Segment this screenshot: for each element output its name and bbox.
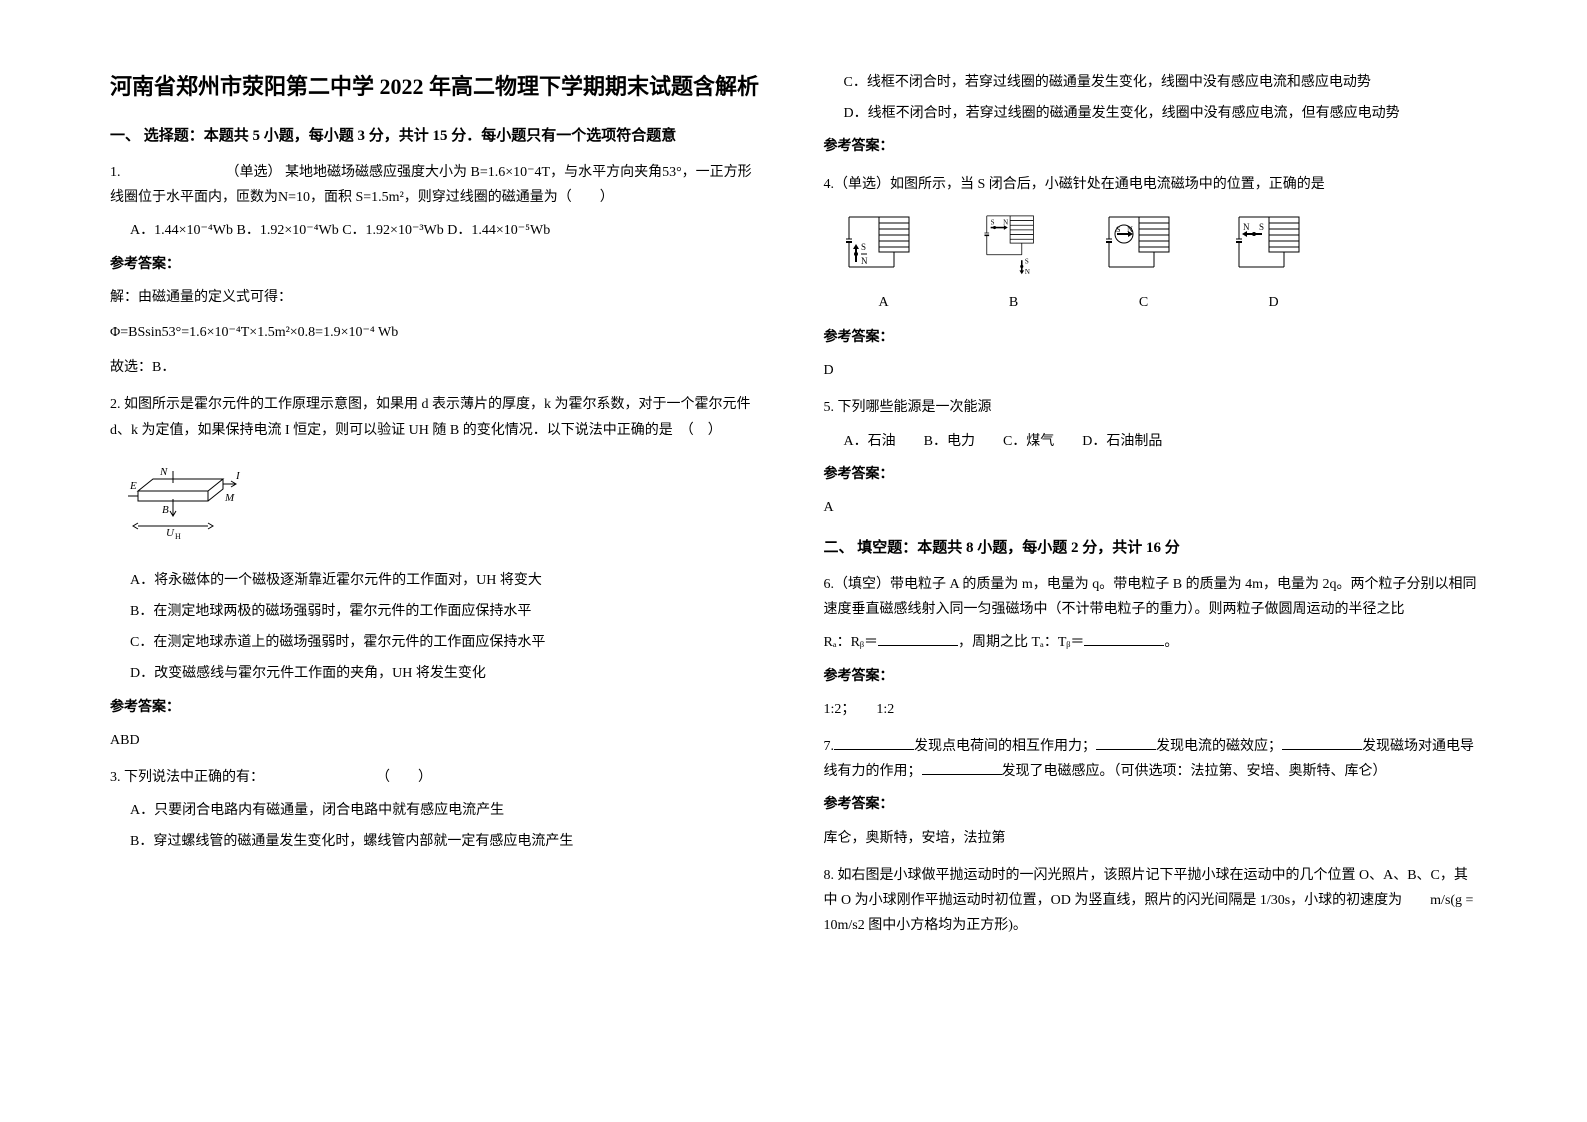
blank-field[interactable] (834, 734, 914, 750)
q7-p1: 7. (824, 739, 835, 754)
q4-figure: S N A (844, 212, 1478, 315)
q2-optD: D．改变磁感线与霍尔元件工作面的夹角，UH 将发生变化 (130, 661, 764, 686)
svg-text:N: N (1243, 222, 1250, 232)
q3-answer-label: 参考答案： (824, 134, 1478, 159)
svg-text:S: S (1259, 222, 1264, 232)
question-6: 6.（填空）带电粒子 A 的质量为 m，电量为 q。带电粒子 B 的质量为 4m… (824, 572, 1478, 722)
q6-answer: 1:2； 1:2 (824, 697, 1478, 722)
blank-field[interactable] (1282, 734, 1362, 750)
left-column: 河南省郑州市荥阳第二中学 2022 年高二物理下学期期末试题含解析 一、 选择题… (80, 70, 794, 1052)
compass-a-label: A (878, 290, 888, 315)
svg-text:U: U (166, 527, 175, 539)
q6-mid: ，周期之比 Tₐ：Tᵦ＝ (958, 635, 1084, 650)
q1-note: （单选） (226, 165, 282, 180)
question-2: 2. 如图所示是霍尔元件的工作原理示意图，如果用 d 表示薄片的厚度，k 为霍尔… (110, 392, 764, 753)
q3-options: A．只要闭合电路内有磁通量，闭合电路中就有感应电流产生 B．穿过螺线管的磁通量发… (110, 798, 764, 854)
q5-answer: A (824, 495, 1478, 520)
q4-answer-label: 参考答案： (824, 325, 1478, 350)
q3-optC: C．线框不闭合时，若穿过线圈的磁通量发生变化，线圈中没有感应电流和感应电动势 (844, 70, 1478, 95)
right-column: C．线框不闭合时，若穿过线圈的磁通量发生变化，线圈中没有感应电流和感应电动势 D… (794, 70, 1508, 1052)
q2-optA: A．将永磁体的一个磁极逐渐靠近霍尔元件的工作面对，UH 将变大 (130, 568, 764, 593)
svg-text:I: I (235, 470, 241, 482)
compass-a: S N A (844, 212, 924, 315)
q3-text: 3. 下列说法中正确的有： （ ） (110, 765, 764, 790)
compass-c-svg: S N (1104, 212, 1184, 282)
q6-answer-label: 参考答案： (824, 664, 1478, 689)
q7-p5: 发现了电磁感应。（可供选项：法拉第、安培、奥斯特、库仑） (1002, 764, 1387, 779)
svg-text:H: H (175, 532, 181, 541)
blank-field[interactable] (1096, 734, 1156, 750)
compass-d-svg: N S (1234, 212, 1314, 282)
page-title: 河南省郑州市荥阳第二中学 2022 年高二物理下学期期末试题含解析 (110, 70, 764, 103)
q2-figure: E N M I B U H (110, 453, 764, 558)
q1-body: 某地地磁场磁感应强度大小为 B=1.6×10⁻4T，与水平方向夹角53°，一正方… (110, 165, 752, 205)
svg-text:N: N (1003, 218, 1008, 226)
svg-text:S: S (1116, 225, 1120, 234)
question-8: 8. 如右图是小球做平抛运动时的一闪光照片，该照片记下平抛小球在运动中的几个位置… (824, 863, 1478, 939)
question-3-cont: C．线框不闭合时，若穿过线圈的磁通量发生变化，线圈中没有感应电流和感应电动势 D… (824, 70, 1478, 160)
q3-optD: D．线框不闭合时，若穿过线圈的磁通量发生变化，线圈中没有感应电流，但有感应电动势 (844, 101, 1478, 126)
question-1: 1. （单选） 某地地磁场磁感应强度大小为 B=1.6×10⁻4T，与水平方向夹… (110, 160, 764, 380)
svg-text:S: S (990, 218, 994, 226)
q1-text: 1. （单选） 某地地磁场磁感应强度大小为 B=1.6×10⁻4T，与水平方向夹… (110, 160, 764, 210)
compass-c: S N C (1104, 212, 1184, 315)
q7-answer-label: 参考答案： (824, 792, 1478, 817)
q6-text: 6.（填空）带电粒子 A 的质量为 m，电量为 q。带电粒子 B 的质量为 4m… (824, 572, 1478, 622)
compass-b-svg: S N S N (974, 212, 1054, 282)
q3-optB: B．穿过螺线管的磁通量发生变化时，螺线管内部就一定有感应电流产生 (130, 829, 764, 854)
svg-text:S: S (861, 242, 866, 252)
q2-answer: ABD (110, 728, 764, 753)
hall-diagram-svg: E N M I B U H (118, 461, 248, 541)
q7-p3: 发现电流的磁效应； (1156, 739, 1282, 754)
q5-text: 5. 下列哪些能源是一次能源 (824, 395, 1478, 420)
q3-options-cont: C．线框不闭合时，若穿过线圈的磁通量发生变化，线圈中没有感应电流和感应电动势 D… (824, 70, 1478, 126)
svg-text:B: B (162, 504, 169, 516)
q7-text: 7.发现点电荷间的相互作用力；发现电流的磁效应；发现磁场对通电导线有力的作用；发… (824, 734, 1478, 784)
compass-d: N S D (1234, 212, 1314, 315)
svg-text:N: N (861, 256, 868, 266)
q1-answer-label: 参考答案： (110, 252, 764, 277)
svg-text:N: N (1024, 268, 1029, 276)
svg-text:N: N (159, 466, 168, 478)
q1-sol2: Φ=BSsin53°=1.6×10⁻⁴T×1.5m²×0.8=1.9×10⁻⁴ … (110, 320, 764, 345)
question-7: 7.发现点电荷间的相互作用力；发现电流的磁效应；发现磁场对通电导线有力的作用；发… (824, 734, 1478, 851)
q7-answer: 库仑，奥斯特，安培，法拉第 (824, 826, 1478, 851)
q8-text: 8. 如右图是小球做平抛运动时的一闪光照片，该照片记下平抛小球在运动中的几个位置… (824, 863, 1478, 939)
compass-b-label: B (1009, 290, 1018, 315)
blank-field[interactable] (922, 759, 1002, 775)
q4-answer: D (824, 358, 1478, 383)
compass-a-svg: S N (844, 212, 924, 282)
q2-answer-label: 参考答案： (110, 695, 764, 720)
q2-text: 2. 如图所示是霍尔元件的工作原理示意图，如果用 d 表示薄片的厚度，k 为霍尔… (110, 392, 764, 442)
compass-c-label: C (1139, 290, 1148, 315)
q1-prefix: 1. (110, 165, 121, 180)
q7-p2: 发现点电荷间的相互作用力； (914, 739, 1096, 754)
q2-optC: C．在测定地球赤道上的磁场强弱时，霍尔元件的工作面应保持水平 (130, 630, 764, 655)
section2-header: 二、 填空题：本题共 8 小题，每小题 2 分，共计 16 分 (824, 535, 1478, 562)
q2-optB: B．在测定地球两极的磁场强弱时，霍尔元件的工作面应保持水平 (130, 599, 764, 624)
question-5: 5. 下列哪些能源是一次能源 A．石油 B．电力 C．煤气 D．石油制品 参考答… (824, 395, 1478, 520)
svg-text:M: M (224, 492, 235, 504)
compass-b: S N S N B (974, 212, 1054, 315)
q5-options: A．石油 B．电力 C．煤气 D．石油制品 (824, 429, 1478, 454)
q6-text2: Rₐ：Rᵦ＝ ，周期之比 Tₐ：Tᵦ＝ 。 (824, 630, 1478, 655)
q6-suffix: 。 (1164, 635, 1178, 650)
section1-header: 一、 选择题：本题共 5 小题，每小题 3 分，共计 15 分．每小题只有一个选… (110, 123, 764, 150)
svg-text:S: S (1024, 257, 1028, 265)
q5-answer-label: 参考答案： (824, 462, 1478, 487)
question-3: 3. 下列说法中正确的有： （ ） A．只要闭合电路内有磁通量，闭合电路中就有感… (110, 765, 764, 855)
compass-d-label: D (1268, 290, 1278, 315)
blank-field[interactable] (878, 630, 958, 646)
blank-field[interactable] (1084, 630, 1164, 646)
svg-text:N: N (1127, 225, 1133, 234)
svg-text:E: E (129, 480, 137, 492)
q2-options: A．将永磁体的一个磁极逐渐靠近霍尔元件的工作面对，UH 将变大 B．在测定地球两… (110, 568, 764, 687)
q6-prefix: Rₐ：Rᵦ＝ (824, 635, 878, 650)
q4-text: 4.（单选）如图所示，当 S 闭合后，小磁针处在通电电流磁场中的位置，正确的是 (824, 172, 1478, 197)
question-4: 4.（单选）如图所示，当 S 闭合后，小磁针处在通电电流磁场中的位置，正确的是 (824, 172, 1478, 384)
q1-sol3: 故选：B． (110, 355, 764, 380)
q3-optA: A．只要闭合电路内有磁通量，闭合电路中就有感应电流产生 (130, 798, 764, 823)
q1-options: A．1.44×10⁻⁴Wb B．1.92×10⁻⁴Wb C．1.92×10⁻³W… (110, 218, 764, 243)
q1-sol1: 解：由磁通量的定义式可得： (110, 285, 764, 310)
